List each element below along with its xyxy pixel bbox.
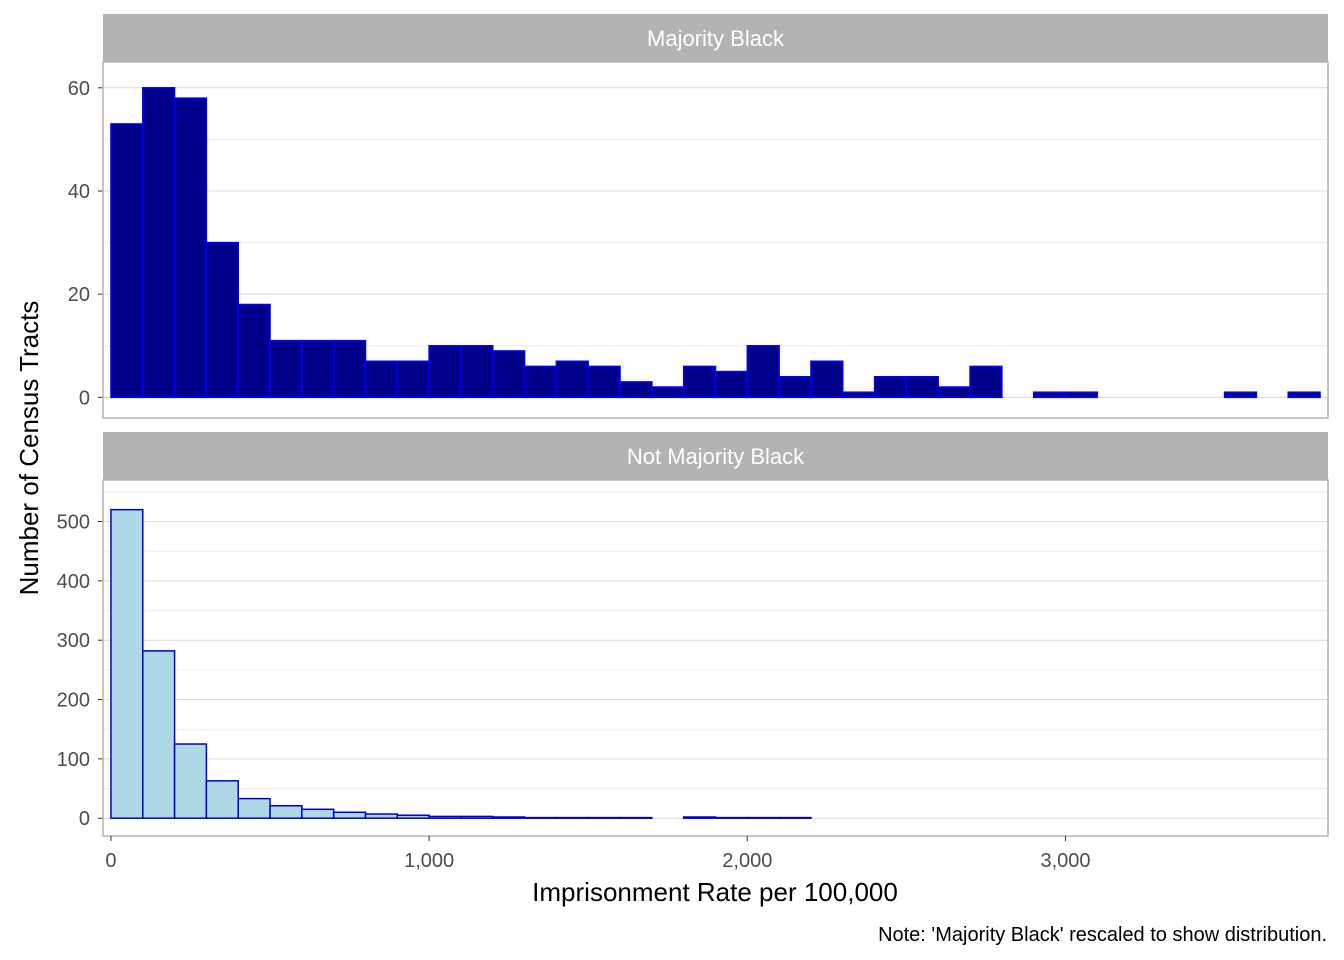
histogram-bar xyxy=(1064,391,1099,399)
y-tick-label: 40 xyxy=(68,181,90,203)
histogram-bar xyxy=(682,365,717,399)
x-tick-label: 3,000 xyxy=(1040,850,1090,872)
histogram-bar xyxy=(269,804,303,819)
y-tick-label: 60 xyxy=(68,78,90,100)
histogram-bar xyxy=(746,345,780,399)
y-tick-label: 20 xyxy=(68,284,90,306)
x-tick-label: 1,000 xyxy=(404,850,454,872)
histogram-bar xyxy=(110,123,144,399)
histogram-bar xyxy=(492,350,526,399)
histogram-bar xyxy=(428,345,462,399)
histogram-bar xyxy=(364,813,399,819)
y-tick-label: 200 xyxy=(57,690,90,712)
panel-majority-black: Majority Black 0 20 40 60 xyxy=(68,14,1329,419)
histogram-bar xyxy=(173,743,208,819)
histogram-bar xyxy=(905,375,939,399)
histogram-bar xyxy=(1287,391,1321,399)
histogram-bar xyxy=(778,816,812,819)
y-axis-title: Number of Census Tracts xyxy=(14,301,44,596)
histogram-bar xyxy=(873,375,908,399)
y-tick-label: 400 xyxy=(57,571,90,593)
panel-border xyxy=(102,479,1329,837)
histogram-bar xyxy=(142,650,176,819)
histogram-bar xyxy=(619,381,653,399)
histogram-bar xyxy=(714,816,749,819)
histogram-bar xyxy=(810,360,844,399)
y-tick-label: 0 xyxy=(79,387,90,409)
histogram-bar xyxy=(555,360,589,399)
histogram-bar xyxy=(937,386,971,399)
histogram-bar xyxy=(237,797,271,819)
histogram-bar xyxy=(523,365,558,399)
histogram-bar xyxy=(142,87,176,399)
histogram-bar xyxy=(110,508,144,819)
histogram-bar xyxy=(269,339,303,399)
histogram-bar xyxy=(460,815,494,819)
histogram-bar xyxy=(205,241,239,399)
histogram-bar xyxy=(523,816,558,819)
histogram-bar xyxy=(173,97,208,399)
histogram-bar xyxy=(1223,391,1258,399)
histogram-bar xyxy=(460,345,494,399)
histogram-bar xyxy=(555,816,589,819)
facet-strip-label: Majority Black xyxy=(647,26,785,51)
panel-border xyxy=(102,61,1329,419)
y-tick-label: 500 xyxy=(57,512,90,534)
histogram-bar xyxy=(237,303,271,399)
x-tick-label: 0 xyxy=(105,850,116,872)
histogram-bar xyxy=(301,339,335,399)
chart-caption: Note: 'Majority Black' rescaled to show … xyxy=(878,924,1327,946)
histogram-bar xyxy=(396,814,430,819)
histogram-bar xyxy=(364,360,399,399)
histogram-bar xyxy=(332,339,367,399)
y-tick-label: 300 xyxy=(57,630,90,652)
histogram-bar xyxy=(205,780,239,819)
facet-strip xyxy=(103,14,1328,62)
histogram-bar xyxy=(651,386,685,399)
histogram-bar xyxy=(619,816,653,819)
histogram-bar xyxy=(428,815,462,819)
x-tick-label: 2,000 xyxy=(722,850,772,872)
histogram-bar xyxy=(1032,391,1067,399)
y-tick-label: 100 xyxy=(57,749,90,771)
histogram-bar xyxy=(746,816,780,819)
histogram-bar xyxy=(842,391,876,399)
histogram-bar xyxy=(778,375,812,399)
histogram-bar xyxy=(301,808,335,819)
facet-strip-label: Not Majority Black xyxy=(627,444,805,469)
histogram-bar xyxy=(587,365,621,399)
facet-strip xyxy=(103,432,1328,480)
x-axis: 0 1,000 2,000 3,000 xyxy=(105,836,1091,872)
histogram-bar xyxy=(587,816,621,819)
histogram-bar xyxy=(969,365,1003,399)
histogram-bar xyxy=(714,370,749,399)
histogram-bar xyxy=(492,816,526,819)
y-tick-label: 0 xyxy=(79,808,90,830)
x-axis-title: Imprisonment Rate per 100,000 xyxy=(532,877,898,907)
histogram-bar xyxy=(332,811,367,819)
histogram-bar xyxy=(396,360,430,399)
panel-not-majority-black: Not Majority Black 0 100 200 300 400 500 xyxy=(57,432,1329,837)
histogram-bar xyxy=(682,816,717,819)
